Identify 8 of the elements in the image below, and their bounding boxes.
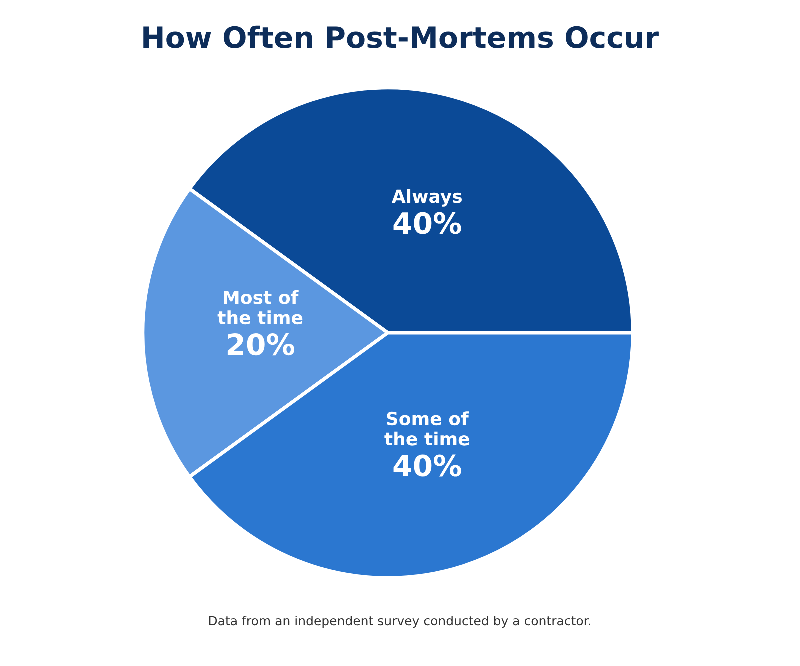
data-label: 20% — [228, 334, 295, 356]
slice-label: Most of the time — [218, 290, 303, 325]
data-label: 40% — [394, 454, 462, 477]
slice-label: Some of the time — [384, 412, 470, 446]
chart-title: How Often Post-Mortems Occur — [144, 26, 659, 48]
slice-label: Always — [392, 189, 462, 207]
text: Data from an independent survey conducted by a contractor. — [209, 616, 590, 628]
data-label: 40% — [394, 212, 462, 234]
